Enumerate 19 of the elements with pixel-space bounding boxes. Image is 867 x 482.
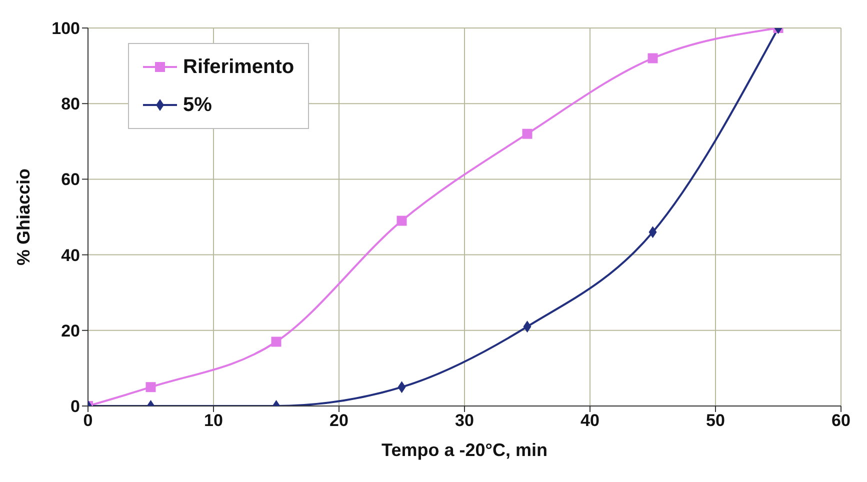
legend-label: 5% — [183, 94, 212, 116]
y-tick-label: 100 — [52, 19, 80, 38]
y-tick-label: 60 — [61, 170, 80, 190]
y-axis-title: % Ghiaccio — [13, 168, 34, 266]
x-tick-label: 60 — [832, 411, 850, 430]
point — [396, 216, 407, 226]
y-tick-label: 20 — [61, 321, 80, 340]
y-tick-label: 0 — [70, 397, 80, 416]
legend-label: Riferimento — [183, 56, 294, 78]
x-tick-label: 50 — [706, 411, 725, 430]
y-tick-label: 80 — [61, 94, 80, 114]
x-tick-label: 10 — [204, 411, 223, 430]
x-axis-title: Tempo a -20°C, min — [382, 440, 548, 460]
x-tick-label: 20 — [330, 411, 348, 430]
x-tick-label: 40 — [580, 411, 600, 430]
x-tick-label: 0 — [83, 411, 93, 430]
y-tick-label: 40 — [61, 246, 80, 265]
x-tick-label: 30 — [455, 411, 474, 430]
point — [522, 128, 532, 139]
